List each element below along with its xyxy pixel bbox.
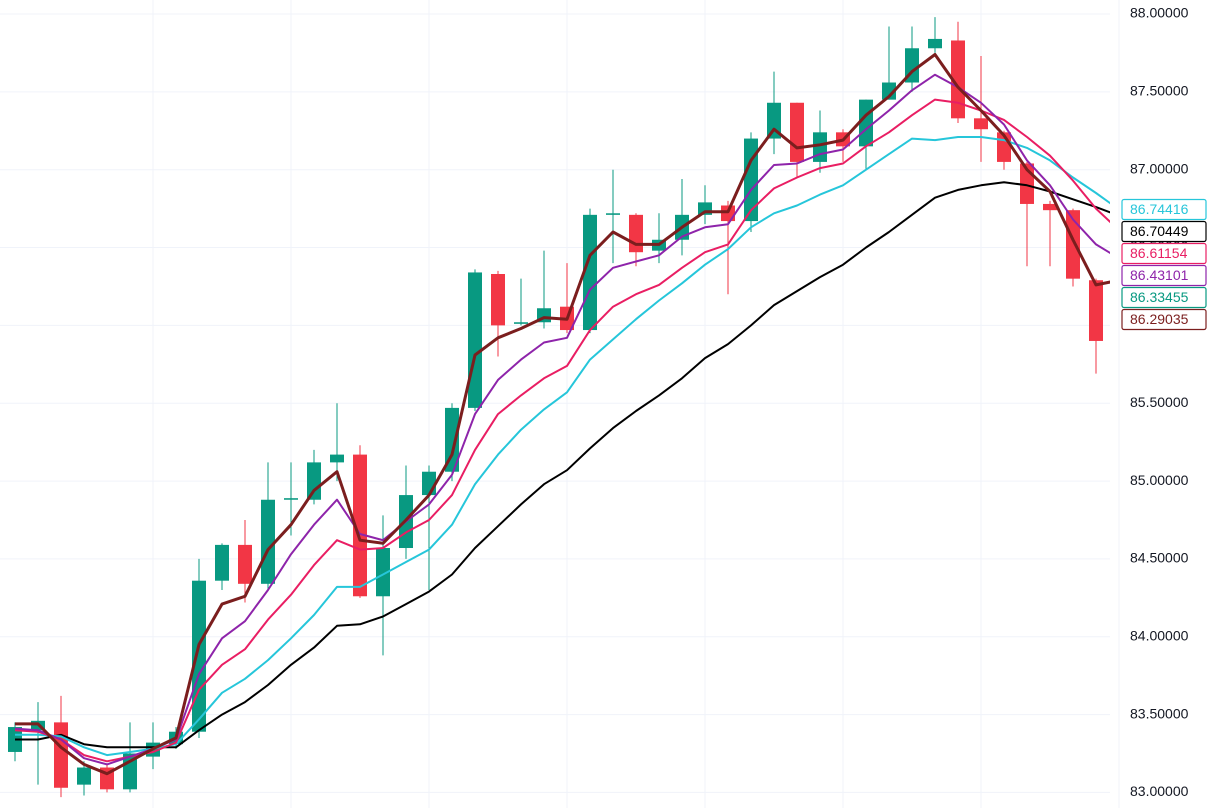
y-tick-label: 84.00000 xyxy=(1130,627,1189,643)
candle-body xyxy=(1089,280,1103,341)
price-label: 86.70449 xyxy=(1130,223,1189,239)
candle-body xyxy=(54,722,68,788)
price-label-box xyxy=(1121,308,1207,331)
y-tick-label: 83.50000 xyxy=(1130,705,1189,721)
candle-body xyxy=(192,580,206,732)
candle-body xyxy=(284,498,298,500)
price-labels: 86.74416 86.70449 86.61154 86.43101 86.33455… xyxy=(1121,198,1207,331)
candle-body xyxy=(353,454,367,597)
candle-body xyxy=(77,767,91,785)
moving-average-line xyxy=(15,53,1110,776)
price-label-box xyxy=(1121,242,1207,265)
price-label: 86.43101 xyxy=(1130,267,1189,283)
candle-body xyxy=(629,214,643,253)
candle-body xyxy=(928,38,942,49)
y-tick-label: 85.00000 xyxy=(1130,472,1189,488)
moving-average-line xyxy=(14,73,1110,766)
moving-average-line xyxy=(15,136,1110,757)
y-tick-label: 84.50000 xyxy=(1130,550,1189,566)
candle-body xyxy=(583,214,597,331)
candle-body xyxy=(330,454,344,463)
price-label-box xyxy=(1121,198,1207,221)
candle-body xyxy=(951,40,965,119)
candle-body xyxy=(468,272,482,408)
y-tick-label: 87.50000 xyxy=(1130,83,1189,99)
candle-body xyxy=(1066,210,1080,279)
y-tick-label: 85.50000 xyxy=(1130,394,1189,410)
y-tick-label: 88.00000 xyxy=(1130,5,1189,21)
price-label: 86.61154 xyxy=(1130,245,1188,261)
grid xyxy=(0,0,1120,808)
candle-body xyxy=(445,407,459,472)
y-tick-label: 83.00000 xyxy=(1130,783,1189,799)
candle-body xyxy=(261,499,275,584)
candle-body xyxy=(238,544,252,584)
candle-body xyxy=(376,548,390,597)
candle-body xyxy=(491,274,505,326)
price-label-box xyxy=(1121,286,1207,309)
plot-area xyxy=(8,17,1110,798)
candle-body xyxy=(606,213,620,215)
candle-body xyxy=(813,132,827,162)
candle-body xyxy=(859,99,873,147)
price-label: 86.29035 xyxy=(1130,311,1189,327)
y-axis: 83.00000 83.50000 84.00000 84.50000 85.00000… xyxy=(1130,5,1189,799)
moving-average-line xyxy=(15,181,1110,749)
candle-body xyxy=(307,462,321,500)
price-label-box xyxy=(1121,264,1207,287)
candle-body xyxy=(790,102,804,162)
candle-body xyxy=(974,118,988,130)
candle-body xyxy=(514,322,528,324)
candle-body xyxy=(1043,203,1057,211)
price-label-box xyxy=(1121,220,1207,243)
candle-body xyxy=(721,205,735,222)
moving-average-line xyxy=(14,98,1110,763)
candle-body xyxy=(744,138,758,222)
y-tick-label: 87.00000 xyxy=(1130,160,1189,176)
candle-body xyxy=(422,471,436,496)
price-label: 86.74416 xyxy=(1130,201,1189,217)
candle-body xyxy=(215,544,229,581)
candle-body xyxy=(882,82,896,100)
price-label: 86.33455 xyxy=(1130,289,1189,305)
candle-body xyxy=(767,102,781,139)
